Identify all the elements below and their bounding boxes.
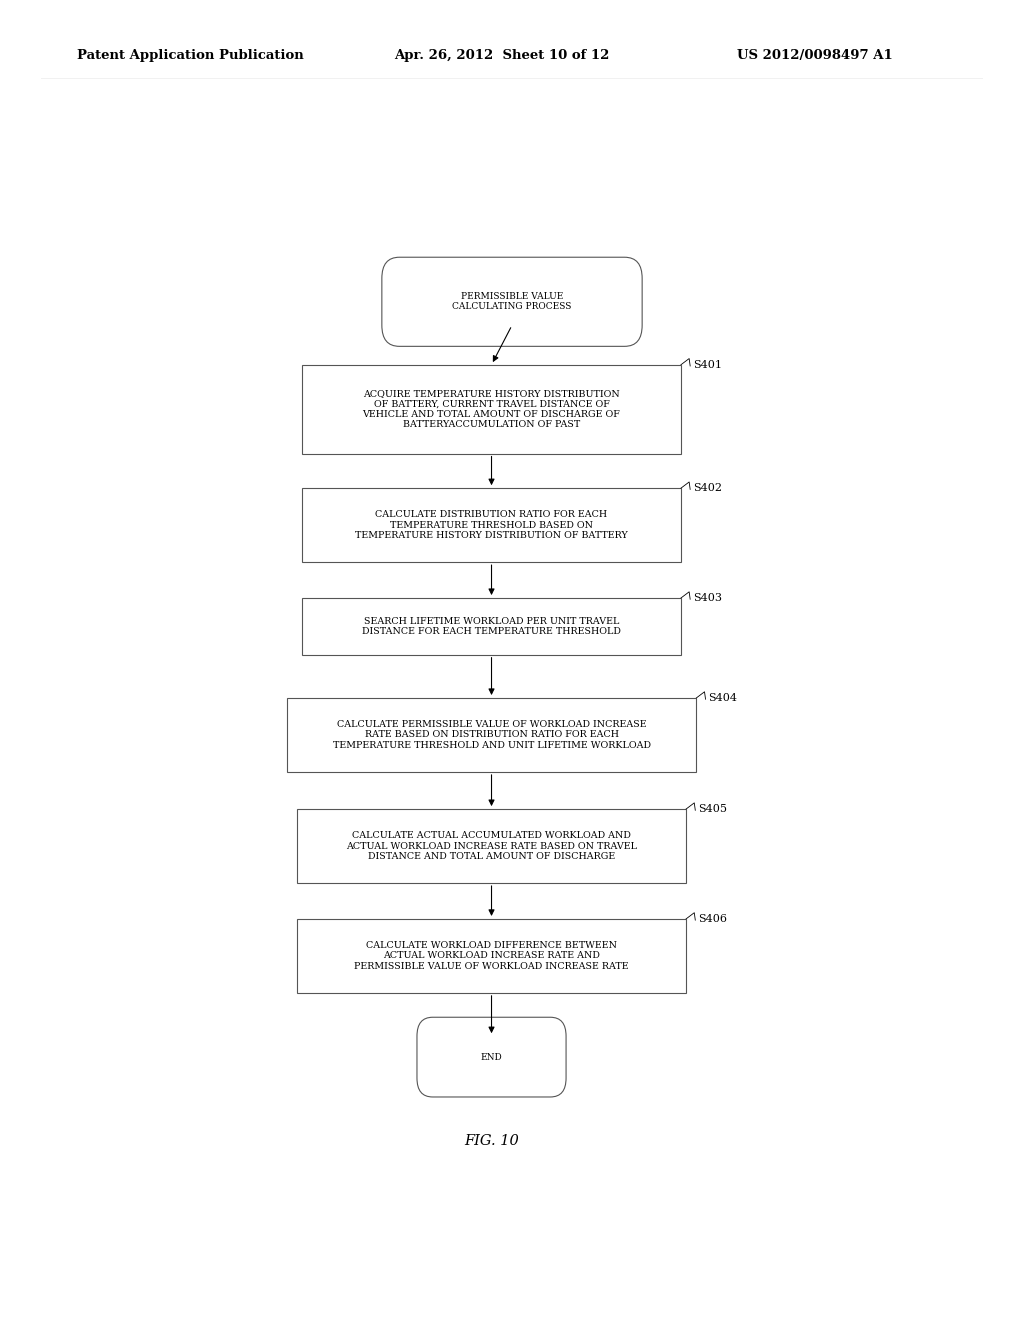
Text: ACQUIRE TEMPERATURE HISTORY DISTRIBUTION
OF BATTERY, CURRENT TRAVEL DISTANCE OF
: ACQUIRE TEMPERATURE HISTORY DISTRIBUTION… bbox=[362, 389, 621, 429]
Text: CALCULATE DISTRIBUTION RATIO FOR EACH
TEMPERATURE THRESHOLD BASED ON
TEMPERATURE: CALCULATE DISTRIBUTION RATIO FOR EACH TE… bbox=[355, 511, 628, 540]
Bar bbox=[297, 809, 686, 883]
Text: END: END bbox=[480, 1052, 503, 1061]
Text: PERMISSIBLE VALUE
CALCULATING PROCESS: PERMISSIBLE VALUE CALCULATING PROCESS bbox=[453, 292, 571, 312]
Text: FIG. 10: FIG. 10 bbox=[464, 1134, 519, 1148]
Text: SEARCH LIFETIME WORKLOAD PER UNIT TRAVEL
DISTANCE FOR EACH TEMPERATURE THRESHOLD: SEARCH LIFETIME WORKLOAD PER UNIT TRAVEL… bbox=[362, 616, 621, 636]
Text: CALCULATE ACTUAL ACCUMULATED WORKLOAD AND
ACTUAL WORKLOAD INCREASE RATE BASED ON: CALCULATE ACTUAL ACCUMULATED WORKLOAD AN… bbox=[346, 832, 637, 861]
FancyBboxPatch shape bbox=[417, 1018, 566, 1097]
Text: Patent Application Publication: Patent Application Publication bbox=[77, 49, 303, 62]
FancyBboxPatch shape bbox=[382, 257, 642, 346]
Text: S403: S403 bbox=[693, 593, 722, 603]
Text: S404: S404 bbox=[709, 693, 737, 704]
Text: S405: S405 bbox=[698, 804, 727, 814]
Text: S401: S401 bbox=[693, 360, 722, 370]
Bar bbox=[297, 919, 686, 993]
Bar bbox=[302, 364, 681, 454]
Bar bbox=[302, 598, 681, 655]
Text: S406: S406 bbox=[698, 913, 727, 924]
Text: Apr. 26, 2012  Sheet 10 of 12: Apr. 26, 2012 Sheet 10 of 12 bbox=[394, 49, 609, 62]
Text: CALCULATE WORKLOAD DIFFERENCE BETWEEN
ACTUAL WORKLOAD INCREASE RATE AND
PERMISSI: CALCULATE WORKLOAD DIFFERENCE BETWEEN AC… bbox=[354, 941, 629, 970]
Text: US 2012/0098497 A1: US 2012/0098497 A1 bbox=[737, 49, 893, 62]
Text: S402: S402 bbox=[693, 483, 722, 494]
Text: CALCULATE PERMISSIBLE VALUE OF WORKLOAD INCREASE
RATE BASED ON DISTRIBUTION RATI: CALCULATE PERMISSIBLE VALUE OF WORKLOAD … bbox=[333, 721, 650, 750]
Bar bbox=[302, 488, 681, 562]
Bar bbox=[287, 698, 696, 772]
